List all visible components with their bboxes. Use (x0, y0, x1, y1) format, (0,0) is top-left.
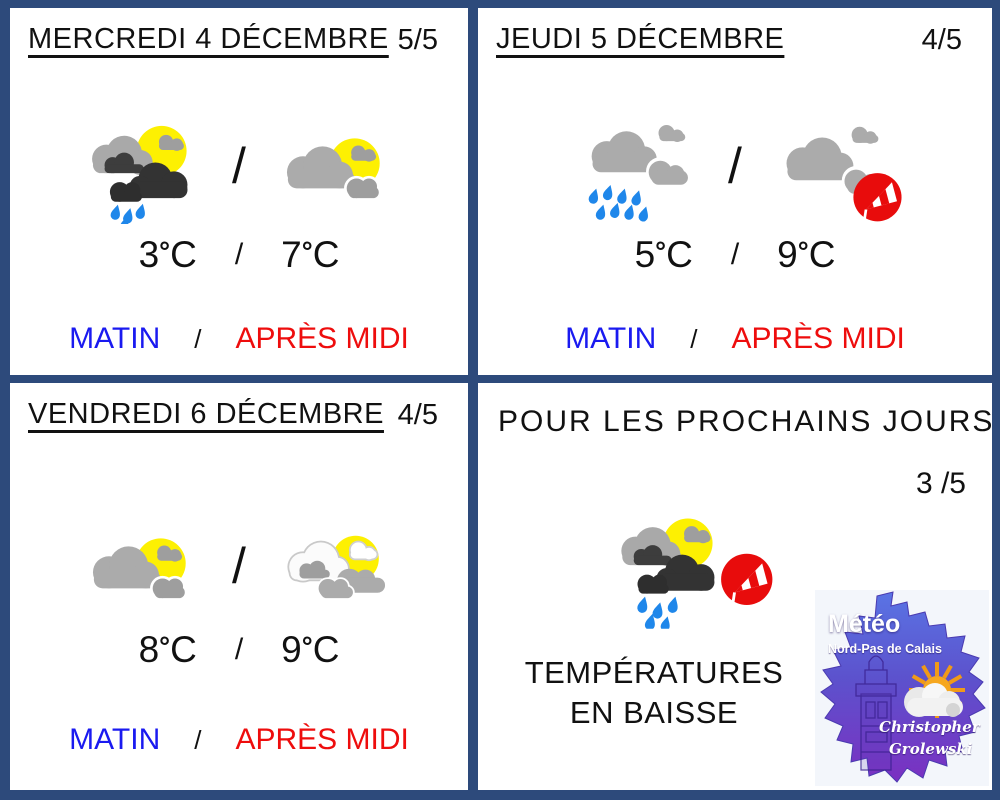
afternoon-temperature: 7°C (281, 234, 339, 276)
cloud-icon (904, 683, 963, 717)
belfry-icon (855, 655, 897, 771)
temp-value: 9 (777, 234, 798, 275)
afternoon-temperature: 9°C (281, 629, 339, 671)
degree-symbol: ° (159, 630, 171, 662)
outlook-title: POUR LES PROCHAINS JOURS (498, 405, 995, 438)
afternoon-label: APRÈS MIDI (235, 322, 409, 355)
forecast-panel-wednesday: MERCREDI 4 DÉCEMBRE 5/5 / 3°C / 7°C MATI… (10, 8, 468, 375)
morning-temperature: 5°C (635, 234, 693, 276)
afternoon-temperature: 9°C (777, 234, 835, 276)
afternoon-weather-icon (260, 517, 412, 624)
confidence-score: 5/5 (397, 24, 438, 56)
panel-date-title: JEUDI 5 DÉCEMBRE (496, 23, 785, 55)
morning-label: MATIN (69, 723, 161, 756)
degree-symbol: ° (301, 630, 313, 662)
trend-text: TEMPÉRATURES EN BAISSE (478, 653, 830, 733)
degree-symbol: ° (301, 235, 313, 267)
afternoon-weather-icon (756, 117, 908, 224)
meteo-logo: Météo Nord-Pas de Calais Christopher Gro… (815, 590, 989, 786)
celsius-symbol: C (666, 234, 693, 275)
forecast-panel-friday: VENDREDI 6 DÉCEMBRE 4/5 / 8°C / 9°C MATI… (10, 383, 468, 790)
temperatures-row: 5°C / 9°C (478, 234, 992, 276)
weather-icons-row: / (10, 509, 468, 631)
logo-author-last-name: Grolewski (889, 740, 973, 758)
slash-separator: / (234, 633, 244, 666)
afternoon-weather-icon (260, 117, 412, 224)
temperatures-row: 8°C / 9°C (10, 629, 468, 671)
temp-value: 5 (634, 234, 656, 275)
daypart-row: MATIN / APRÈS MIDI (10, 322, 468, 356)
temp-value: 7 (281, 234, 302, 275)
temp-value: 3 (138, 234, 160, 275)
panel-date-title: MERCREDI 4 DÉCEMBRE (28, 23, 389, 55)
logo-author-first-name: Christopher (879, 718, 980, 736)
slash-separator: / (234, 238, 244, 271)
outlook-weather-icon (590, 505, 780, 629)
confidence-score: 3 /5 (915, 467, 966, 500)
morning-temperature: 8°C (139, 629, 197, 671)
logo-subtitle: Nord-Pas de Calais (828, 642, 942, 656)
morning-weather-icon (66, 117, 218, 224)
panel-header: MERCREDI 4 DÉCEMBRE 5/5 (10, 8, 468, 57)
morning-weather-icon (66, 517, 218, 624)
celsius-symbol: C (808, 234, 836, 275)
morning-label: MATIN (565, 322, 657, 355)
slash-separator: / (232, 538, 246, 594)
degree-symbol: ° (159, 235, 171, 267)
temperatures-row: 3°C / 7°C (10, 234, 468, 276)
temp-value: 9 (281, 629, 302, 670)
celsius-symbol: C (312, 629, 340, 670)
panel-date-title: VENDREDI 6 DÉCEMBRE (28, 398, 384, 430)
degree-symbol: ° (655, 235, 667, 267)
afternoon-label: APRÈS MIDI (235, 723, 409, 756)
sun-icon (904, 662, 965, 718)
daypart-row: MATIN / APRÈS MIDI (478, 322, 992, 356)
weather-icons-row: / (478, 106, 992, 234)
temp-value: 8 (138, 629, 160, 670)
afternoon-label: APRÈS MIDI (731, 322, 905, 355)
slash-separator: / (690, 323, 698, 354)
slash-separator: / (194, 724, 202, 755)
morning-label: MATIN (69, 322, 161, 355)
region-map-shape (820, 591, 986, 783)
trend-line-2: EN BAISSE (569, 695, 739, 730)
celsius-symbol: C (170, 629, 197, 670)
panel-header: VENDREDI 6 DÉCEMBRE 4/5 (10, 383, 468, 432)
celsius-symbol: C (312, 234, 340, 275)
slash-separator: / (232, 138, 246, 194)
weather-icons-row: / (10, 106, 468, 234)
confidence-score: 4/5 (921, 24, 962, 56)
region-map-graphic (820, 591, 986, 783)
confidence-score: 4/5 (397, 399, 438, 431)
trend-line-1: TEMPÉRATURES (524, 655, 784, 690)
morning-temperature: 3°C (139, 234, 197, 276)
daypart-row: MATIN / APRÈS MIDI (10, 723, 468, 757)
forecast-panel-thursday: JEUDI 5 DÉCEMBRE 4/5 / 5°C / 9°C MATIN /… (478, 8, 992, 375)
outlook-panel: POUR LES PROCHAINS JOURS 3 /5 TEMPÉRATUR… (478, 383, 992, 790)
slash-separator: / (730, 238, 740, 271)
celsius-symbol: C (170, 234, 197, 275)
logo-title: Météo (828, 610, 901, 638)
panel-header: JEUDI 5 DÉCEMBRE 4/5 (478, 8, 992, 57)
degree-symbol: ° (797, 235, 809, 267)
slash-separator: / (194, 323, 202, 354)
morning-weather-icon (562, 117, 714, 224)
slash-separator: / (728, 138, 742, 194)
